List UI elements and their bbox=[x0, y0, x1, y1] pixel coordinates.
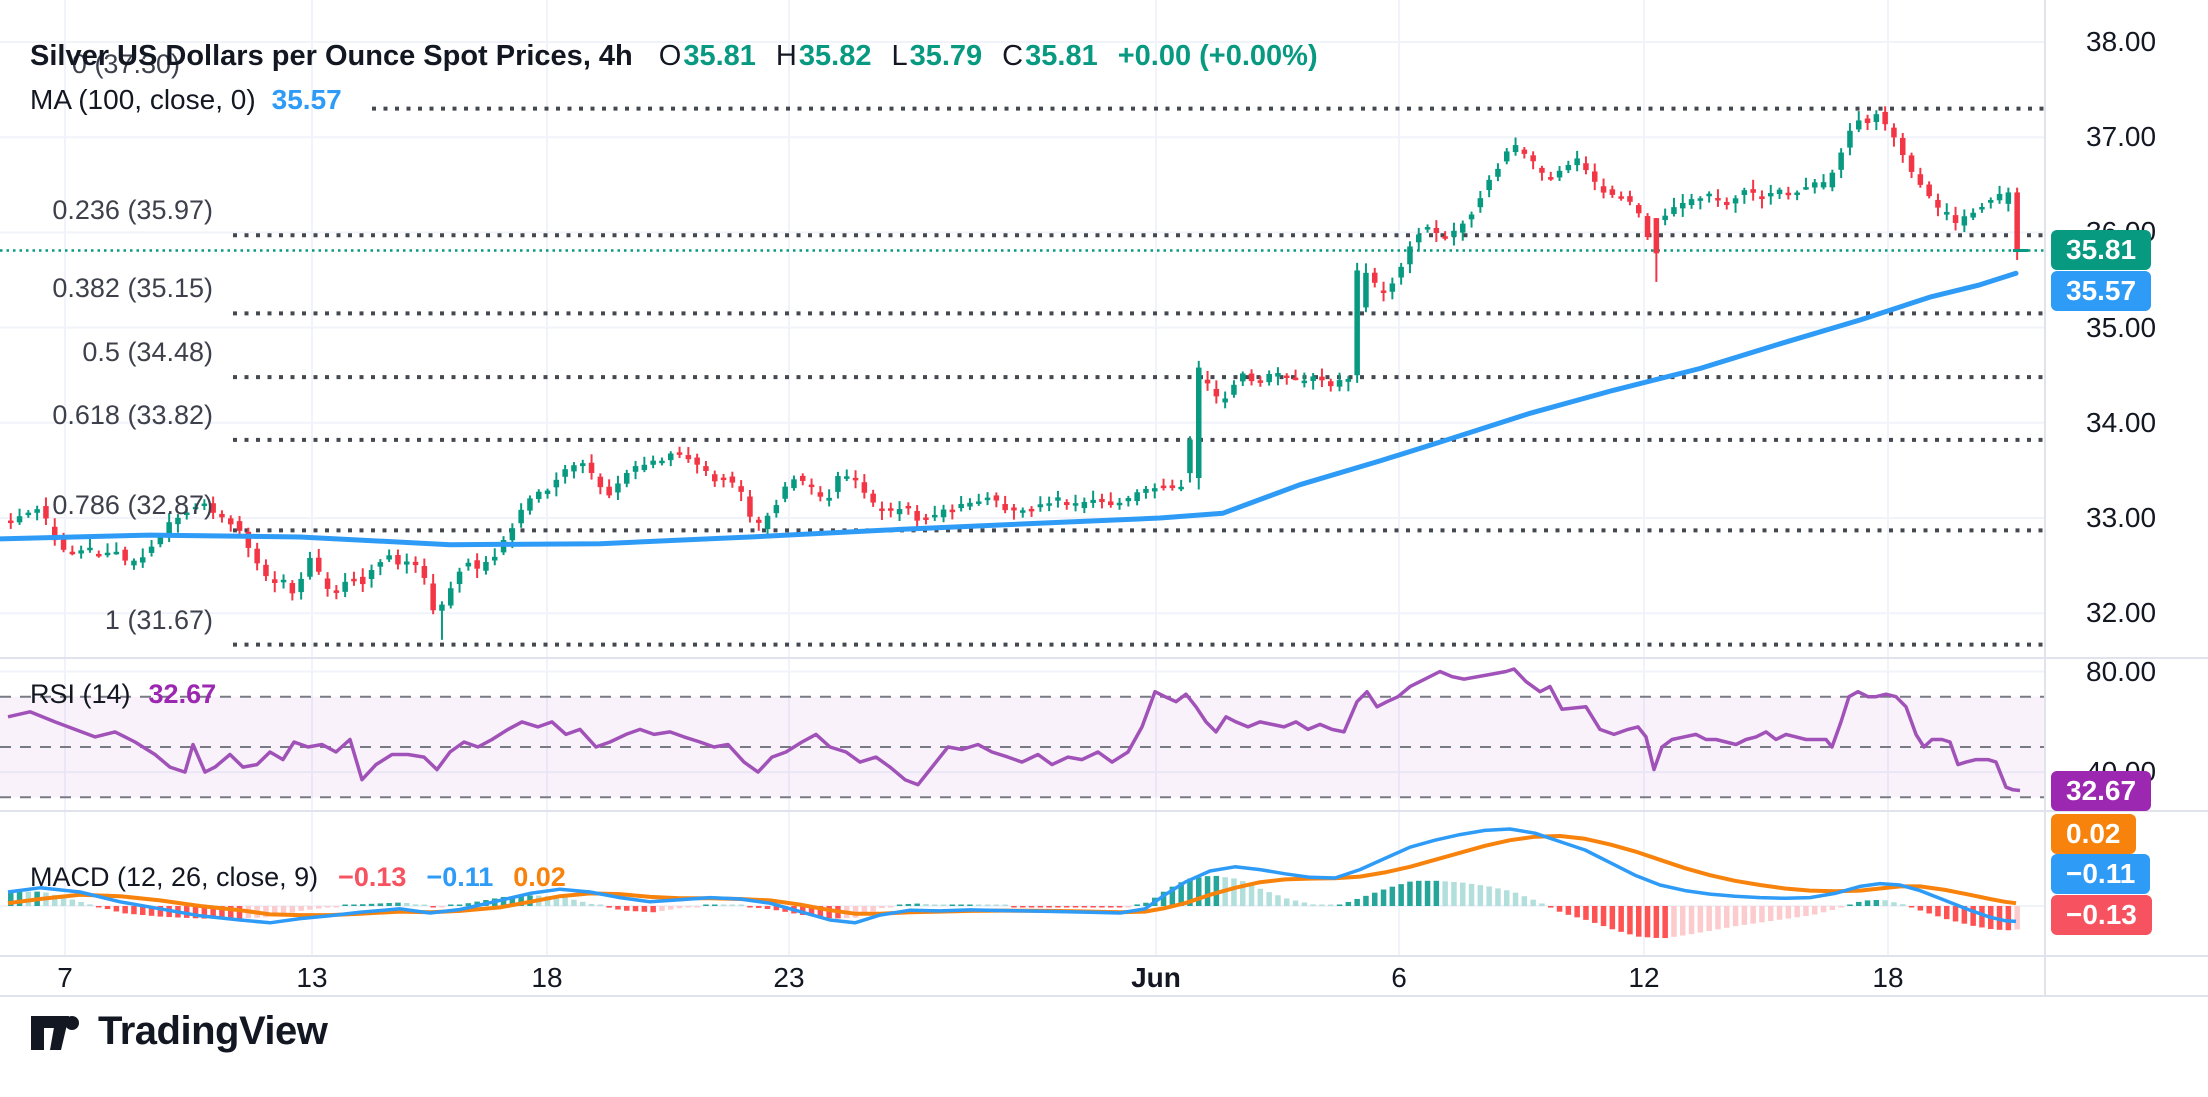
price-axis-label: 34.00 bbox=[2086, 406, 2157, 438]
macd-signal-value: 0.02 bbox=[513, 862, 566, 892]
fib-level-label: 0.5 (34.48) bbox=[82, 337, 213, 368]
open-label: O bbox=[658, 40, 682, 72]
time-axis-label: 23 bbox=[773, 962, 805, 993]
low-label: L bbox=[891, 40, 908, 72]
macd-hist-badge: −0.13 bbox=[2051, 895, 2152, 935]
ma-value-badge: 35.57 bbox=[2051, 271, 2152, 312]
macd-label: MACD (12, 26, close, 9) bbox=[30, 862, 319, 892]
rsi-value-badge: 32.67 bbox=[2051, 770, 2152, 811]
high-value: 35.82 bbox=[798, 40, 872, 72]
price-axis-label: 35.00 bbox=[2086, 311, 2157, 343]
macd-signal-badge: 0.02 bbox=[2051, 814, 2136, 854]
fib-level-label: 0.618 (33.82) bbox=[52, 399, 213, 430]
time-axis-label: 12 bbox=[1628, 962, 1660, 993]
ma-legend-row[interactable]: MA (100, close, 0) 35.57 bbox=[30, 84, 342, 116]
time-axis-label: 18 bbox=[531, 962, 563, 993]
ma-label: MA (100, close, 0) bbox=[30, 84, 256, 115]
ohlc-values: O 35.81 H 35.82 L 35.79 C 35.81 +0.00 (+0.00… bbox=[659, 40, 1318, 73]
macd-legend-row[interactable]: MACD (12, 26, close, 9) −0.13 −0.11 0.02 bbox=[30, 862, 566, 893]
time-axis-label: 18 bbox=[1872, 962, 1904, 993]
fib-level-label: 0 (37.30) bbox=[71, 48, 180, 79]
time-axis-label: Jun bbox=[1131, 962, 1181, 993]
rsi-value: 32.67 bbox=[148, 679, 217, 709]
macd-hist-value: −0.13 bbox=[338, 862, 407, 892]
fib-level-label: 1 (31.67) bbox=[104, 604, 213, 635]
price-axis-label: 37.00 bbox=[2086, 121, 2157, 153]
change-value: +0.00 (+0.00%) bbox=[1117, 40, 1318, 72]
close-value: 35.81 bbox=[1025, 40, 1098, 72]
last-price-badge: 35.81 bbox=[2051, 230, 2152, 271]
fib-level-label: 0.786 (32.87) bbox=[52, 490, 213, 521]
symbol-title: Silver US Dollars per Ounce Spot Prices,… bbox=[30, 40, 633, 72]
time-axis-label: 7 bbox=[57, 962, 73, 993]
tradingview-logo[interactable]: TradingView bbox=[28, 1004, 328, 1058]
time-axis-label: 6 bbox=[1391, 962, 1407, 993]
rsi-legend-row[interactable]: RSI (14) 32.67 bbox=[30, 679, 216, 710]
fib-level-label: 0.382 (35.15) bbox=[52, 273, 213, 304]
ma-value: 35.57 bbox=[271, 84, 342, 115]
rsi-axis-label: 80.00 bbox=[2086, 655, 2157, 687]
close-label: C bbox=[1002, 40, 1024, 72]
symbol-legend-row[interactable]: Silver US Dollars per Ounce Spot Prices,… bbox=[30, 40, 1318, 73]
tradingview-logo-text: TradingView bbox=[98, 1008, 328, 1053]
price-axis-label: 33.00 bbox=[2086, 502, 2157, 533]
tradingview-logo-icon bbox=[31, 1016, 79, 1050]
price-axis-label: 38.00 bbox=[2086, 26, 2157, 57]
fib-level-label: 0.236 (35.97) bbox=[52, 195, 213, 226]
macd-line-value: −0.11 bbox=[426, 862, 494, 892]
time-axis-label: 13 bbox=[296, 962, 328, 993]
price-axis-label: 32.00 bbox=[2086, 597, 2157, 629]
open-value: 35.81 bbox=[683, 40, 756, 72]
macd-line-badge: −0.11 bbox=[2051, 854, 2151, 894]
high-label: H bbox=[775, 40, 797, 72]
rsi-label: RSI (14) bbox=[30, 679, 131, 709]
low-value: 35.79 bbox=[909, 40, 983, 72]
